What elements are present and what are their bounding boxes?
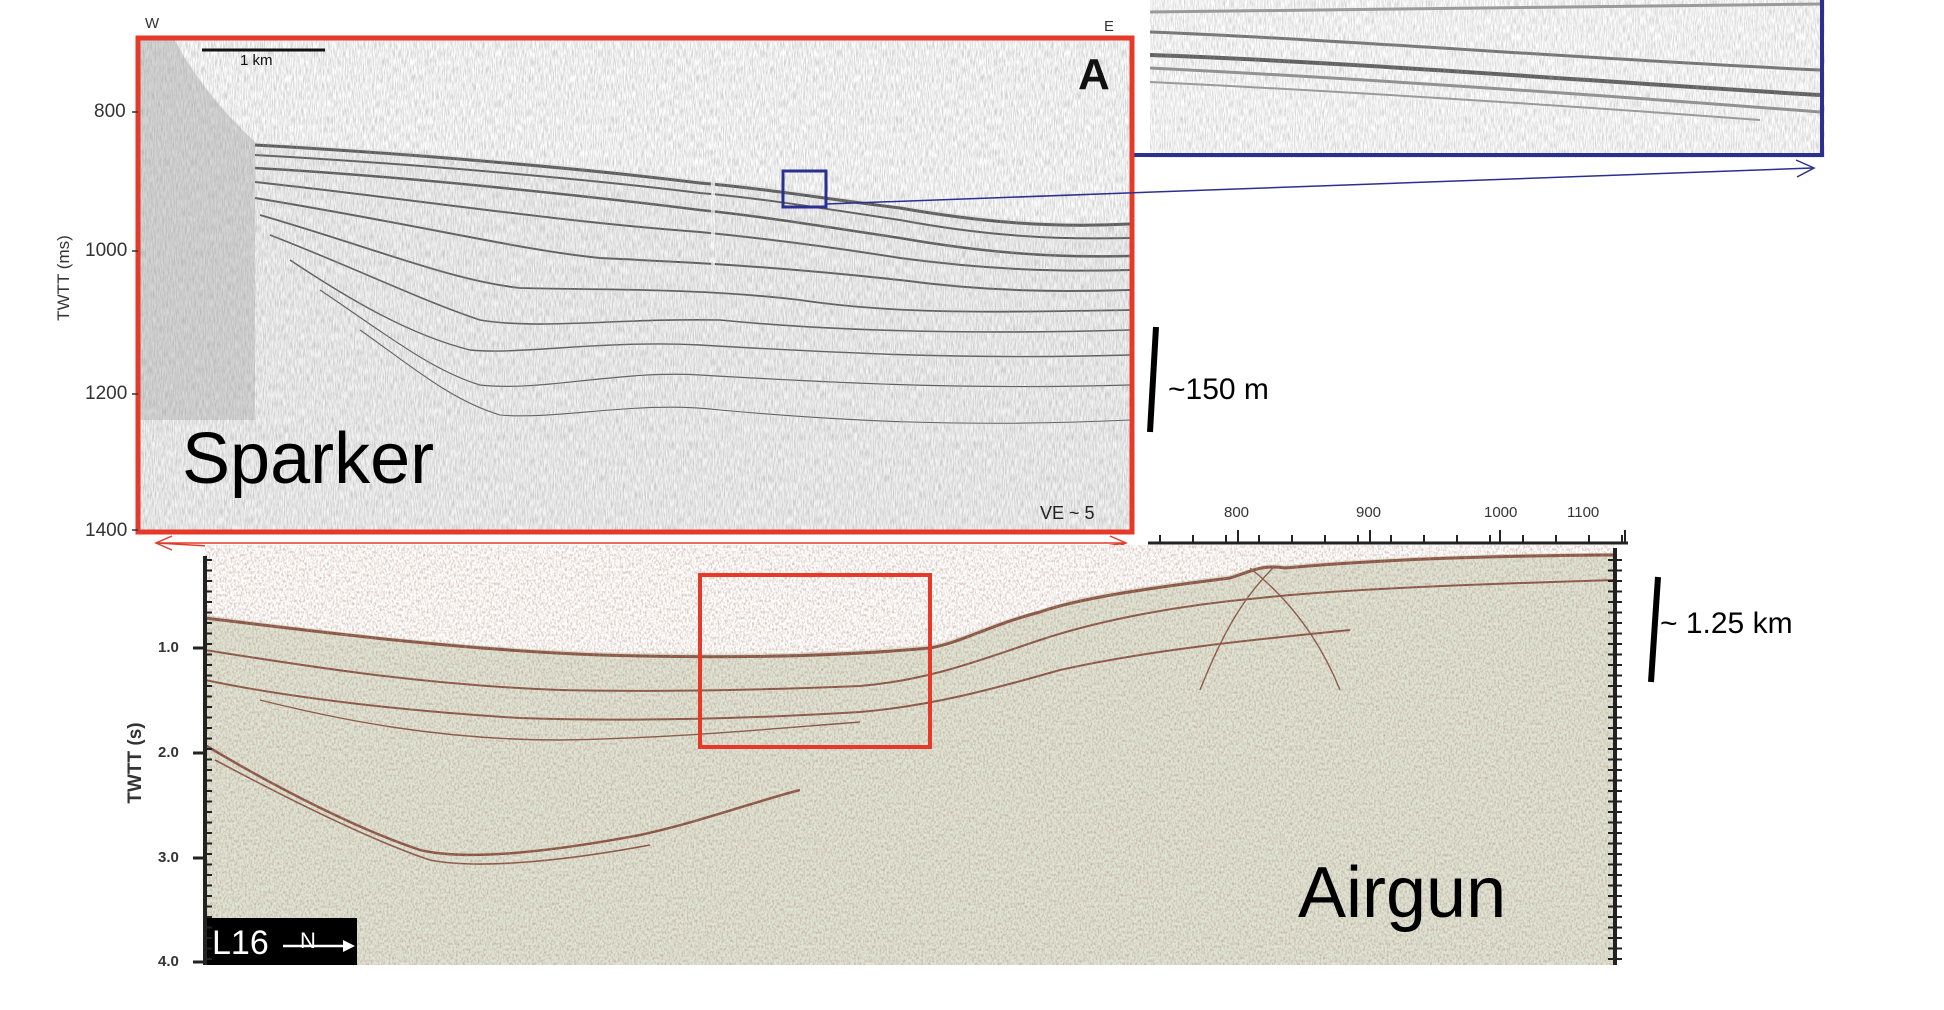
north-label: N <box>300 928 316 953</box>
sparker-location-box <box>698 573 932 749</box>
line-id-label: L16 <box>212 924 269 962</box>
east-label: E <box>1104 18 1115 35</box>
airgun-y-tick: 2.0 <box>158 744 179 761</box>
airgun-right-axis <box>1608 548 1622 965</box>
airgun-y-tick: 3.0 <box>158 849 179 866</box>
sparker-vertical-scale-bar <box>1147 326 1159 433</box>
scale-bar-label: 1 km <box>240 52 273 69</box>
zoom-inset-frame <box>1130 0 1824 157</box>
sparker-y-ticks <box>132 111 138 531</box>
airgun-left-axis <box>193 556 212 965</box>
airgun-y-axis-label: TWTT (s) <box>125 722 146 804</box>
airgun-vertical-scale-bar <box>1648 576 1661 683</box>
zoom-inset <box>1130 0 1825 158</box>
sparker-vertical-scale-label: ~150 m <box>1168 373 1269 406</box>
airgun-top-tick: 1000 <box>1484 504 1518 521</box>
airgun-top-tick: 1100 <box>1567 504 1600 521</box>
sparker-y-axis-label: TWTT (ms) <box>54 235 73 321</box>
ve-label: VE ~ 5 <box>1040 503 1095 523</box>
north-arrow-icon <box>283 940 355 952</box>
line-id-box <box>205 918 357 965</box>
sparker-y-tick: 800 <box>94 101 126 122</box>
airgun-top-tick: 900 <box>1356 504 1382 521</box>
west-label: W <box>145 15 160 32</box>
airgun-y-tick: 1.0 <box>158 639 179 656</box>
sparker-frame <box>135 35 1135 535</box>
airgun-top-axis <box>1148 530 1628 545</box>
panel-letter: A <box>1078 50 1110 99</box>
airgun-y-tick: 4.0 <box>158 953 179 970</box>
sparker-y-tick: 1000 <box>85 240 128 261</box>
airgun-top-tick: 800 <box>1224 504 1250 521</box>
sparker-y-tick: 1200 <box>85 383 128 404</box>
airgun-panel <box>205 545 1615 965</box>
airgun-label: Airgun <box>1298 853 1507 933</box>
zoom-connector-arrow <box>825 159 1816 205</box>
sparker-label: Sparker <box>182 419 435 499</box>
sparker-panel <box>135 35 1135 535</box>
airgun-vertical-scale-label: ~ 1.25 km <box>1660 607 1793 640</box>
zoom-box <box>781 169 828 209</box>
sparker-y-tick: 1400 <box>85 520 128 541</box>
